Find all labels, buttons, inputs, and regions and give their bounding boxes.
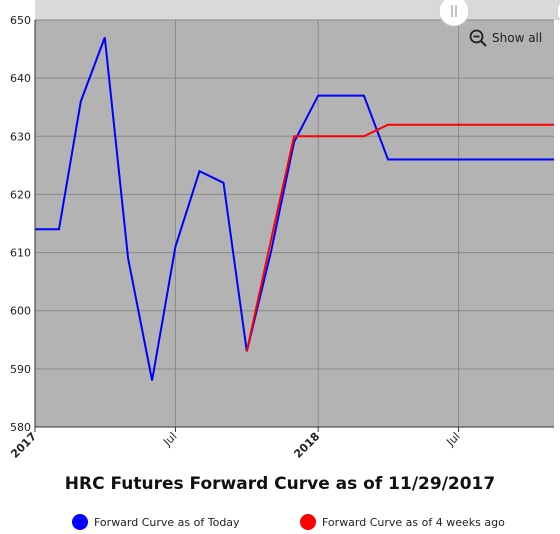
legend-label-today: Forward Curve as of Today <box>94 515 240 529</box>
legend-label-4-weeks-ago: Forward Curve as of 4 weeks ago <box>322 515 505 529</box>
y-tick-label: 600 <box>10 305 31 318</box>
legend-item-4-weeks-ago[interactable]: Forward Curve as of 4 weeks ago <box>300 514 505 530</box>
range-slider-left-handle[interactable] <box>438 0 470 27</box>
legend-swatch-4-weeks-ago <box>300 514 316 530</box>
y-tick-label: 650 <box>10 14 31 27</box>
forward-curve-chart: 580 590 600 610 620 630 640 650 2017 Jul 2018 Jul <box>8 0 560 461</box>
y-axis: 580 590 600 610 620 630 640 650 <box>10 14 31 434</box>
y-tick-label: 610 <box>10 247 31 260</box>
series-group <box>35 37 554 381</box>
y-tick-label: 640 <box>10 72 31 85</box>
show-all-button[interactable]: Show all <box>469 29 542 47</box>
series-line-today <box>35 37 554 381</box>
scrollbar-track[interactable] <box>35 0 560 20</box>
x-tick-label: Jul <box>443 430 462 449</box>
zoom-out-icon <box>469 29 487 47</box>
legend-item-today[interactable]: Forward Curve as of Today <box>72 514 240 530</box>
y-tick-label: 580 <box>10 421 31 434</box>
x-tick-label: 2018 <box>291 430 322 461</box>
chart-title: HRC Futures Forward Curve as of 11/29/20… <box>64 474 496 494</box>
x-tick-label: Jul <box>160 430 179 449</box>
plot-background <box>35 20 554 427</box>
y-tick-label: 630 <box>10 130 31 143</box>
legend-swatch-today <box>72 514 88 530</box>
y-tick-label: 590 <box>10 363 31 376</box>
y-tick-label: 620 <box>10 188 31 201</box>
x-axis: 2017 Jul 2018 Jul <box>8 427 463 461</box>
x-tick-label: 2017 <box>8 430 39 461</box>
series-line-4-weeks-ago <box>245 123 554 352</box>
range-slider-right-handle[interactable] <box>556 0 560 26</box>
show-all-label: Show all <box>492 31 543 45</box>
legend: Forward Curve as of Today Forward Curve … <box>0 514 560 534</box>
